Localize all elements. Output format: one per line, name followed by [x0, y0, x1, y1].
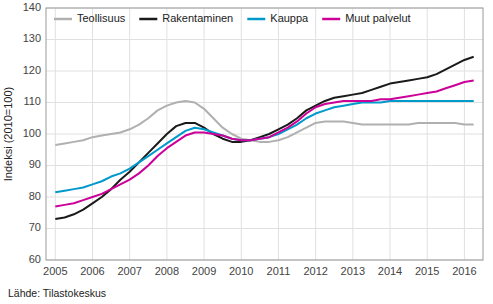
- legend-label: Kauppa: [270, 12, 309, 24]
- x-tick-label: 2012: [303, 265, 327, 277]
- legend-swatch: [139, 18, 157, 21]
- legend-label: Teollisuus: [77, 12, 126, 24]
- legend-label: Muut palvelut: [345, 12, 410, 24]
- x-tick-label: 2005: [43, 265, 67, 277]
- grid-line-y: [46, 228, 483, 229]
- grid: [46, 8, 483, 260]
- y-tick-label: 120: [23, 64, 41, 76]
- y-tick-label: 90: [29, 158, 41, 170]
- grid-line-x: [390, 8, 391, 260]
- legend-item: Teollisuus: [54, 12, 126, 24]
- series-line: [55, 101, 473, 192]
- grid-line-x: [352, 8, 353, 260]
- legend-item: Muut palvelut: [322, 12, 410, 24]
- grid-line-x: [92, 8, 93, 260]
- chart: 60 70 80 90 100 110 120 130 140 2005 2006 2007 2008 2…: [0, 0, 493, 304]
- grid-line-y: [46, 39, 483, 40]
- series-line: [55, 80, 473, 206]
- x-tick-label: 2006: [80, 265, 104, 277]
- grid-line-x: [55, 8, 56, 260]
- grid-line-y: [46, 102, 483, 103]
- x-tick-label: 2013: [341, 265, 365, 277]
- grid-line-x: [241, 8, 242, 260]
- legend-swatch: [322, 18, 340, 21]
- y-tick-label: 70: [29, 221, 41, 233]
- x-tick-label: 2007: [117, 265, 141, 277]
- grid-line-x: [427, 8, 428, 260]
- grid-line-y: [46, 165, 483, 166]
- grid-line-x: [204, 8, 205, 260]
- y-axis-label: Indeksi (2010=100): [2, 87, 14, 181]
- source-note: Lähde: Tilastokeskus: [8, 287, 106, 299]
- y-tick-label: 80: [29, 190, 41, 202]
- x-tick-label: 2011: [267, 265, 291, 277]
- y-tick-label: 110: [23, 95, 41, 107]
- series-lines: [55, 57, 473, 219]
- grid-line-y: [46, 197, 483, 198]
- y-tick-label: 140: [23, 1, 41, 13]
- legend-swatch: [247, 18, 265, 21]
- x-tick-label: 2016: [452, 265, 476, 277]
- grid-line-x: [315, 8, 316, 260]
- grid-line-x: [129, 8, 130, 260]
- x-tick-label: 2015: [415, 265, 439, 277]
- y-tick-label: 60: [29, 253, 41, 265]
- grid-line-y: [46, 71, 483, 72]
- series-line: [55, 57, 473, 219]
- x-tick-label: 2010: [229, 265, 253, 277]
- legend-item: Kauppa: [247, 12, 309, 24]
- x-tick-label: 2014: [378, 265, 402, 277]
- y-tick-label: 130: [23, 32, 41, 44]
- plot-area: [46, 8, 483, 260]
- y-tick-label: 100: [23, 127, 41, 139]
- legend-label: Rakentaminen: [162, 12, 233, 24]
- legend-item: Rakentaminen: [139, 12, 233, 24]
- grid-line-x: [464, 8, 465, 260]
- legend-swatch: [54, 18, 72, 21]
- legend: Teollisuus Rakentaminen Kauppa Muut palvelu…: [54, 12, 411, 24]
- x-tick-label: 2009: [192, 265, 216, 277]
- plot-frame: [46, 8, 483, 260]
- x-tick-label: 2008: [155, 265, 179, 277]
